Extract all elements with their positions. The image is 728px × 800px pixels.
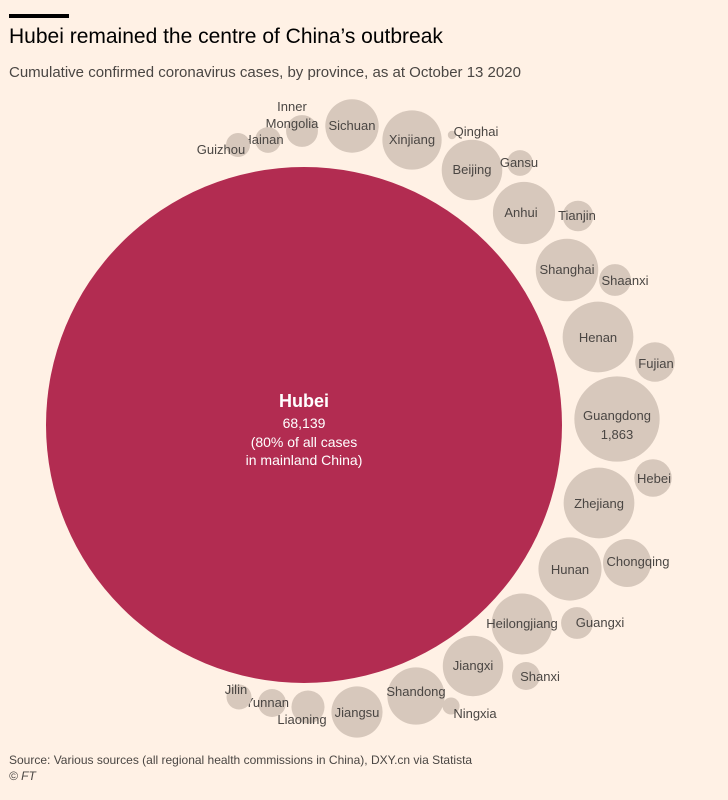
bubble-hubei (46, 167, 562, 683)
label-tianjin: Tianjin (558, 208, 596, 223)
bubble-heilongjiang (491, 593, 553, 655)
bubble-zhejiang (563, 467, 635, 539)
label-jiangxi: Jiangxi (453, 658, 494, 673)
bubble-shanghai (535, 238, 599, 302)
label-shandong: Shandong (386, 684, 445, 699)
bubble-shanxi (512, 662, 540, 690)
bubble-hainan (255, 127, 281, 153)
label-beijing: Beijing (452, 162, 491, 177)
bubble-tianjin (562, 200, 594, 232)
label-hubei: Hubei (279, 391, 329, 411)
bubble-sichuan (325, 99, 379, 153)
bubble-anhui (492, 181, 556, 245)
bubble-guangxi (561, 607, 593, 639)
bubble-shandong (387, 667, 445, 725)
label-yunnan: Yunnan (245, 695, 289, 710)
label-inner-mongolia-line-2: Mongolia (266, 116, 320, 131)
note-hubei-2: in mainland China) (246, 452, 363, 468)
copyright: © FT (9, 769, 36, 783)
bubble-hunan (538, 537, 602, 601)
value-hubei: 68,139 (283, 415, 326, 431)
bubble-jilin (226, 684, 252, 710)
bubble-jiangsu (331, 686, 383, 738)
bubble-guangdong (574, 376, 660, 462)
label-anhui: Anhui (504, 205, 537, 220)
source-note: Source: Various sources (all regional he… (9, 753, 473, 767)
bubble-beijing (441, 139, 503, 201)
label-guangxi: Guangxi (576, 615, 625, 630)
bubble-jiangxi (442, 635, 504, 697)
label-heilongjiang: Heilongjiang (486, 616, 558, 631)
label-henan: Henan (579, 330, 617, 345)
bubble-xinjiang (382, 110, 442, 170)
value-guangdong: 1,863 (601, 427, 634, 442)
label-qinghai: Qinghai (454, 124, 499, 139)
label-shaanxi: Shaanxi (602, 273, 649, 288)
label-guizhou: Guizhou (197, 142, 245, 157)
label-xinjiang: Xinjiang (389, 132, 435, 147)
footer: Source: Various sources (all regional he… (9, 752, 472, 784)
label-jilin: Jilin (225, 682, 247, 697)
label-liaoning: Liaoning (277, 712, 326, 727)
chart-subtitle: Cumulative confirmed coronavirus cases, … (9, 64, 521, 81)
bubble-inner-mongolia (286, 115, 318, 147)
label-sichuan: Sichuan (329, 118, 376, 133)
bubble-hebei (634, 459, 672, 497)
label-fujian: Fujian (638, 356, 673, 371)
label-shanxi: Shanxi (520, 669, 560, 684)
label-hunan: Hunan (551, 562, 589, 577)
label-chongqing: Chongqing (607, 554, 670, 569)
bubble-shaanxi (599, 264, 631, 296)
bubble-ningxia (442, 697, 460, 715)
label-jiangsu: Jiangsu (335, 705, 380, 720)
bubble-gansu (507, 150, 533, 176)
top-rule (9, 14, 69, 18)
label-hainan: Hainan (242, 132, 283, 147)
note-hubei-1: (80% of all cases (251, 434, 358, 450)
bubble-guizhou (226, 133, 250, 157)
label-shanghai: Shanghai (540, 262, 595, 277)
label-guangdong: Guangdong (583, 408, 651, 423)
label-gansu: Gansu (500, 155, 538, 170)
bubble-yunnan (258, 689, 286, 717)
label-hebei: Hebei (637, 471, 671, 486)
label-inner-mongolia-line-1: Inner (277, 99, 307, 114)
bubble-henan (562, 301, 634, 373)
label-ningxia: Ningxia (453, 706, 497, 721)
bubble-liaoning (291, 690, 325, 724)
bubble-fujian (635, 342, 675, 382)
label-zhejiang: Zhejiang (574, 496, 624, 511)
chart-title: Hubei remained the centre of China’s out… (9, 25, 443, 48)
bubble-chongqing (602, 538, 652, 588)
bubble-qinghai (447, 130, 457, 140)
